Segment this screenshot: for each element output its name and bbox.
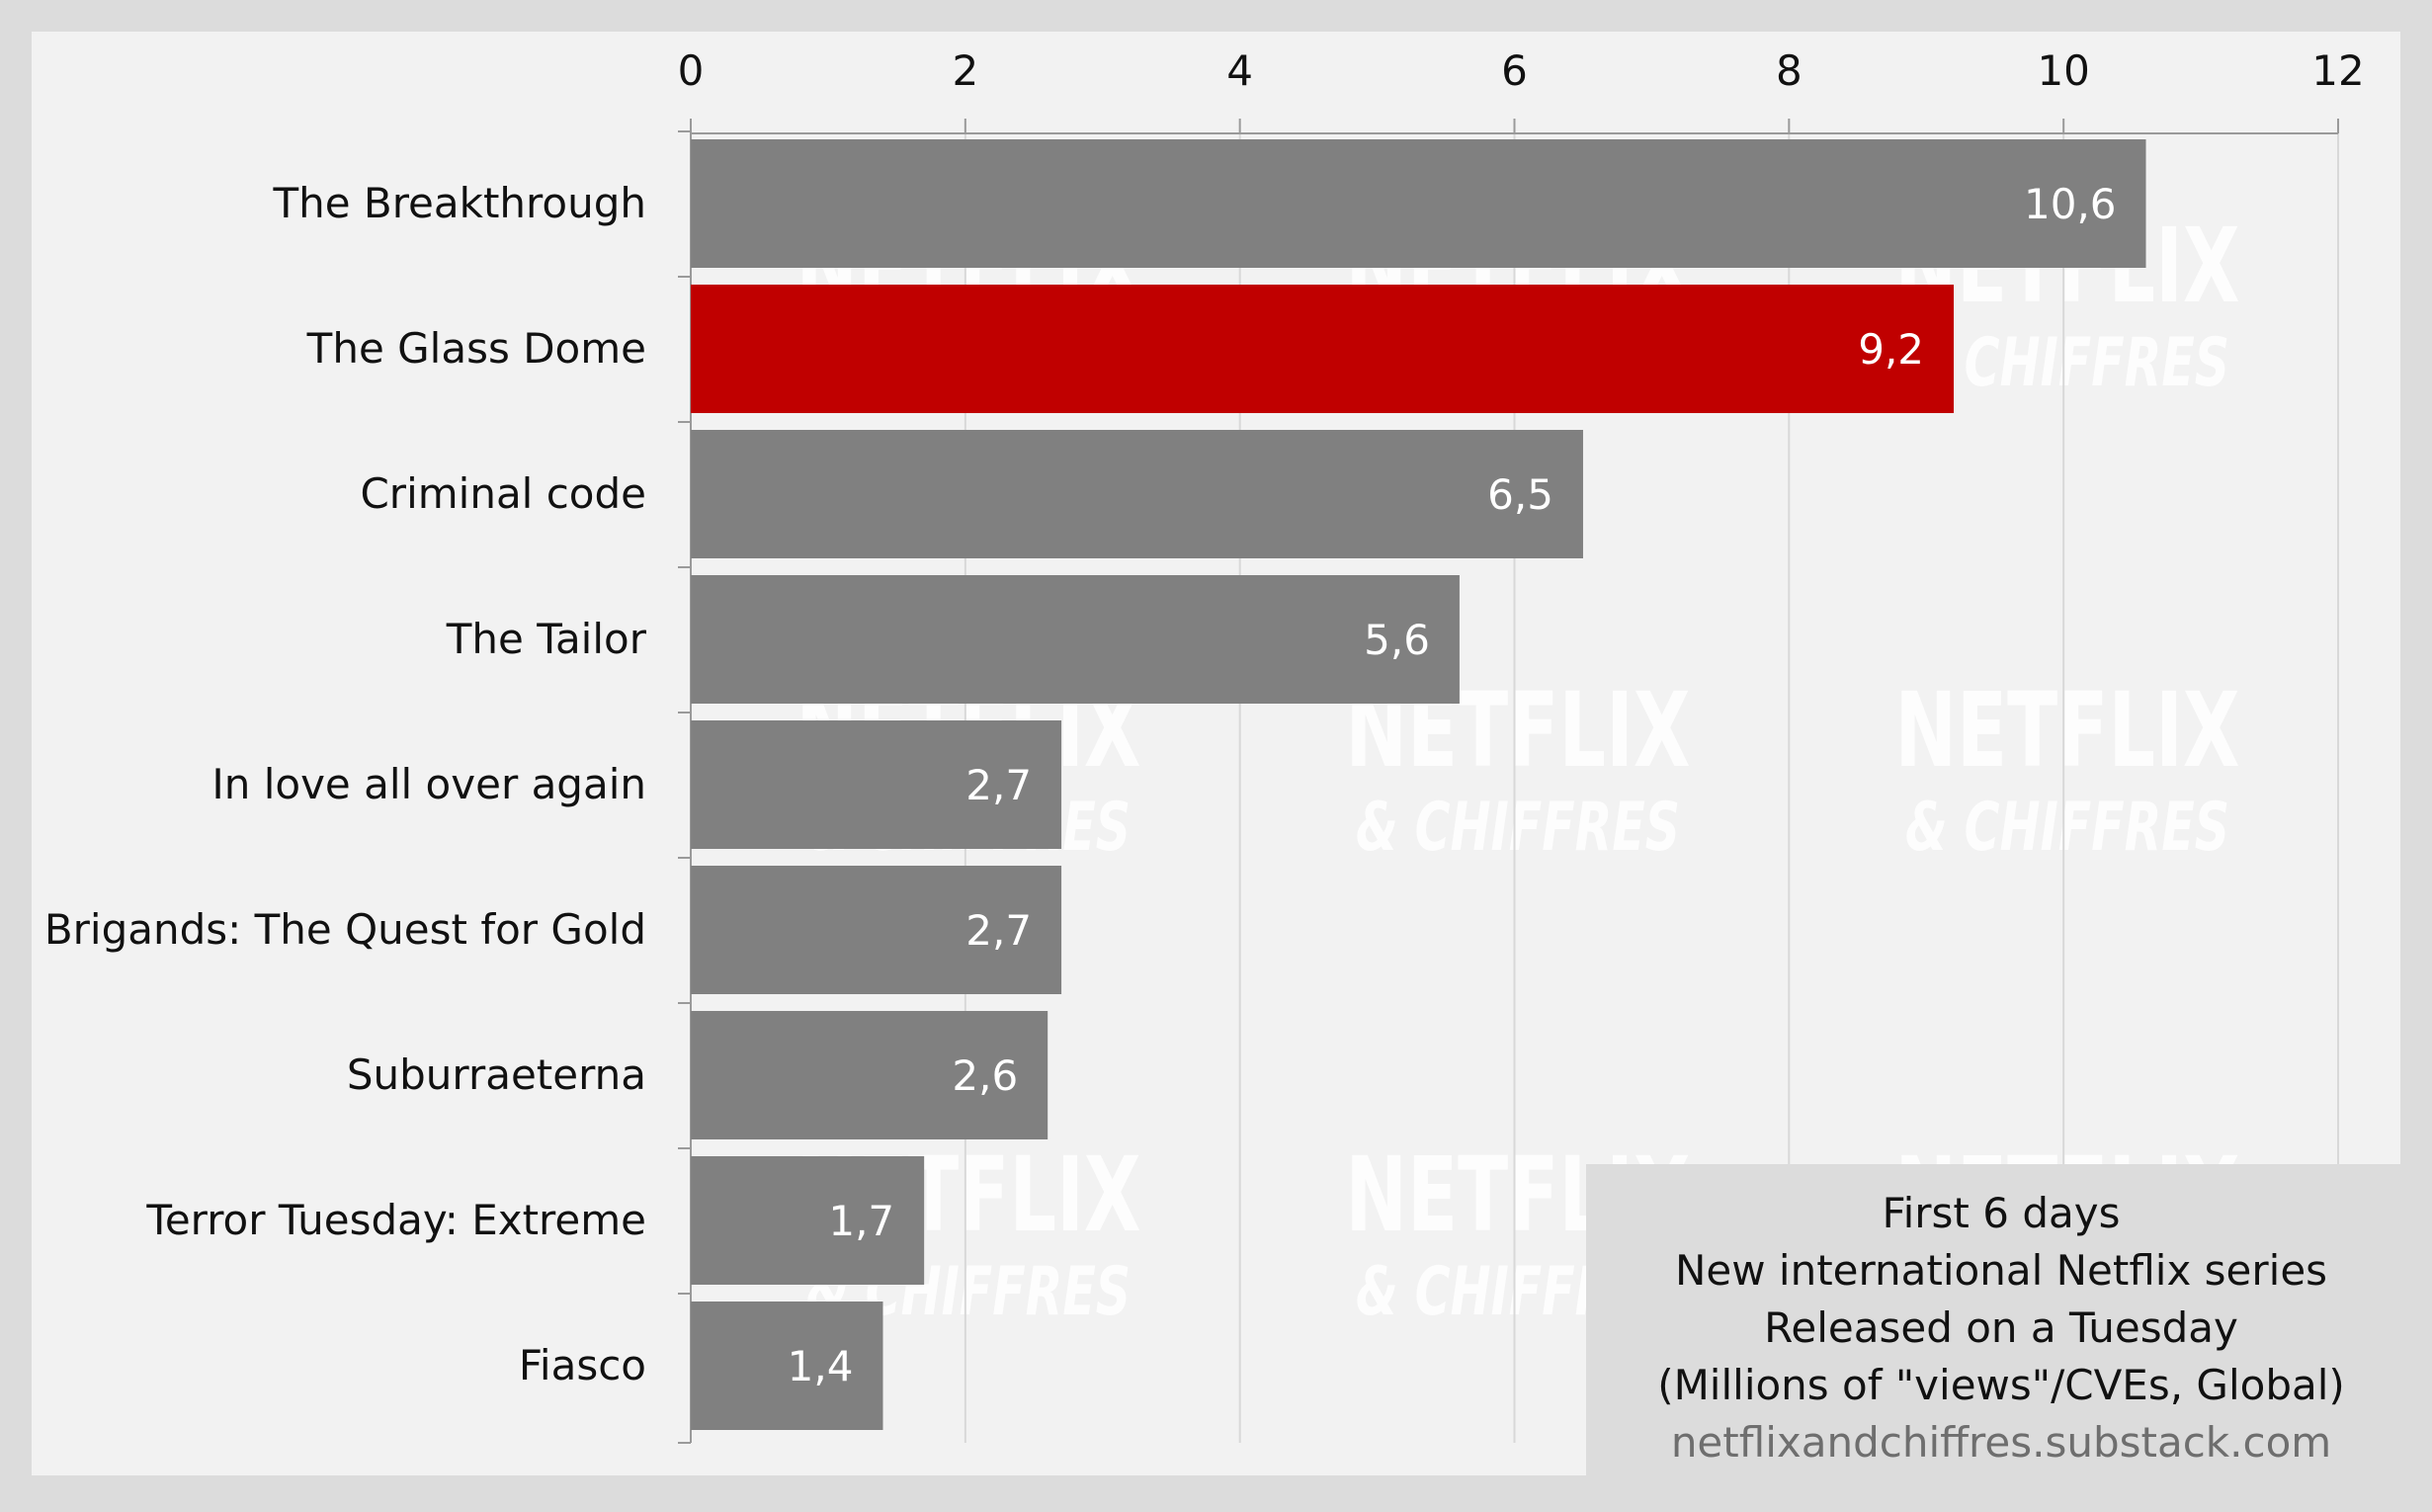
- source-credit: netflixandchiffres.substack.com: [1671, 1418, 2331, 1467]
- data-label: 6,5: [1487, 470, 1553, 519]
- category-label: The Tailor: [446, 615, 647, 663]
- bars: 10,6 9,2 6,5 5,6 2,7 2,7 2,6 1,7 1,4: [691, 139, 2146, 1430]
- watermark-line1: NETFLIX: [1894, 672, 2239, 792]
- data-label: 5,6: [1364, 616, 1430, 664]
- x-tick-label: 0: [678, 46, 705, 95]
- category-label: Fiasco: [519, 1341, 646, 1389]
- category-label: Brigands: The Quest for Gold: [44, 905, 646, 954]
- x-tick-label: 4: [1226, 46, 1253, 95]
- category-label: In love all over again: [211, 760, 646, 808]
- x-tick-label: 6: [1501, 46, 1528, 95]
- annotation-box: First 6 days New international Netflix se…: [1586, 1164, 2400, 1475]
- annotation-line: New international Netflix series: [1675, 1246, 2327, 1295]
- category-label: Suburraeterna: [347, 1050, 646, 1099]
- annotation-line: (Millions of "views"/CVEs, Global): [1657, 1361, 2345, 1409]
- category-label: The Glass Dome: [306, 324, 646, 373]
- data-label: 2,7: [965, 761, 1032, 809]
- x-tick-label: 8: [1776, 46, 1803, 95]
- data-label: 9,2: [1858, 325, 1924, 374]
- bar: [691, 720, 1062, 849]
- bar: [691, 285, 1955, 413]
- category-label: Criminal code: [360, 469, 646, 518]
- bar: [691, 1156, 925, 1285]
- watermark-line2: & CHIFFRES: [1905, 323, 2229, 401]
- x-tick-label: 2: [952, 46, 978, 95]
- x-tick-label: 12: [2311, 46, 2364, 95]
- watermark: NETFLIX& CHIFFRES: [1894, 672, 2239, 866]
- data-label: 2,7: [965, 906, 1032, 955]
- bar: [691, 139, 2146, 268]
- annotation-line: First 6 days: [1883, 1189, 2121, 1237]
- y-axis: The Breakthrough The Glass Dome Criminal c…: [44, 130, 691, 1444]
- category-label: The Breakthrough: [272, 179, 646, 227]
- bar: [691, 1302, 883, 1430]
- data-label: 1,4: [788, 1342, 854, 1390]
- watermark-line2: & CHIFFRES: [1905, 788, 2229, 866]
- bar: [691, 1011, 1048, 1139]
- data-label: 1,7: [828, 1197, 894, 1245]
- x-tick-label: 10: [2037, 46, 2089, 95]
- category-label: Terror Tuesday: Extreme: [145, 1196, 646, 1244]
- annotation-line: Released on a Tuesday: [1764, 1303, 2238, 1352]
- bar: [691, 430, 1583, 558]
- data-label: 10,6: [2024, 180, 2117, 228]
- watermark-line2: & CHIFFRES: [1356, 788, 1680, 866]
- bar: [691, 866, 1062, 994]
- annotation-background: [1586, 1164, 2400, 1475]
- data-label: 2,6: [952, 1051, 1018, 1100]
- bar: [691, 575, 1460, 704]
